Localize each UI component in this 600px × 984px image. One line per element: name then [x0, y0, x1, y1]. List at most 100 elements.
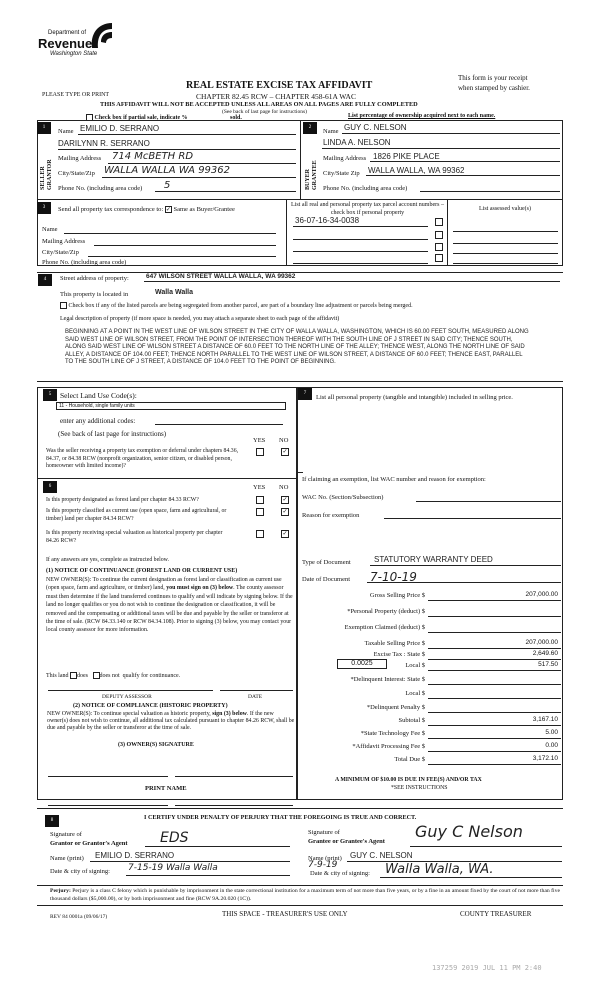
- no-header: NO: [279, 437, 289, 444]
- notice2-bold: sign (3) below: [212, 711, 247, 717]
- street-address[interactable]: 647 WILSON STREET WALLA WALLA, WA 99362: [146, 273, 296, 280]
- form-revision: REV 84 0001a (09/06/17): [50, 914, 108, 920]
- grantee-signature[interactable]: Guy C Nelson: [415, 822, 523, 841]
- assessor-date-field[interactable]: [220, 690, 293, 691]
- exemption-no-checkbox[interactable]: ✓: [281, 448, 289, 456]
- section-number: 2: [303, 122, 317, 134]
- seller-mailing[interactable]: 714 McBETH RD: [112, 151, 194, 162]
- date-label: DATE: [248, 694, 263, 700]
- amount-field[interactable]: [428, 764, 561, 765]
- section-number: 3: [37, 202, 51, 214]
- does-not-checkbox[interactable]: [92, 672, 100, 679]
- amount-value: 207,000.00: [525, 591, 558, 598]
- buyer-mailing-label: Mailing Address: [323, 155, 367, 162]
- deputy-assessor-field[interactable]: [48, 690, 213, 691]
- amount-field[interactable]: [428, 670, 561, 671]
- personal-property-checkbox[interactable]: [435, 218, 443, 226]
- historic-no-checkbox[interactable]: ✓: [281, 530, 289, 538]
- grantor-sig-label: Signature of: [50, 831, 82, 838]
- amount-value: 517.50: [538, 661, 558, 668]
- current-use-yes-checkbox[interactable]: [256, 508, 264, 516]
- grantee-city[interactable]: Walla Walla, WA.: [385, 862, 494, 877]
- perjury-text: Perjury is a class C felony which is pun…: [50, 888, 561, 902]
- assessed-value-field[interactable]: [453, 263, 558, 264]
- amount-field[interactable]: [428, 725, 561, 726]
- additional-codes-field[interactable]: [155, 424, 283, 425]
- seller-phone[interactable]: 5: [164, 180, 171, 191]
- parcel-number[interactable]: 36-07-16-34-0038: [295, 216, 360, 225]
- corr-mailing-field[interactable]: [94, 245, 276, 246]
- correspondence-label: Send all property tax correspondence to:…: [58, 206, 235, 214]
- local-rate: 0.0025: [351, 660, 373, 667]
- owner-signature-field[interactable]: [48, 776, 168, 777]
- buyer-city[interactable]: WALLA WALLA, WA 99362: [368, 166, 465, 175]
- personal-property-checkbox[interactable]: [435, 254, 443, 262]
- personal-property-checkbox[interactable]: [435, 231, 443, 239]
- amount-field[interactable]: [428, 600, 561, 601]
- doc-date-value[interactable]: 7-10-19: [370, 570, 417, 584]
- assessed-value-field[interactable]: [453, 231, 558, 232]
- segregated-option[interactable]: Check box if any of the listed parcels a…: [60, 302, 413, 309]
- grantor-date-city[interactable]: 7-15-19 Walla Walla: [128, 863, 218, 873]
- grantee-date[interactable]: 7-9-19: [308, 860, 338, 870]
- same-as-buyer-checkbox[interactable]: ✓: [164, 206, 172, 214]
- amount-field[interactable]: [428, 751, 561, 752]
- owner-signature-field[interactable]: [175, 776, 293, 777]
- legal-description[interactable]: BEGINNING AT A POINT IN THE WEST LINE OF…: [65, 329, 529, 366]
- amount-field[interactable]: [428, 712, 561, 713]
- wac-label: WAC No. (Section/Subsection): [302, 494, 384, 501]
- see-instructions: *SEE INSTRUCTIONS: [391, 785, 448, 791]
- reason-field[interactable]: [384, 518, 561, 519]
- historic-yes-checkbox[interactable]: [256, 530, 264, 538]
- exemption-yes-checkbox[interactable]: [256, 448, 264, 456]
- see-back: (See back of last page for instructions): [222, 109, 307, 115]
- notice2-text: NEW OWNER(S): To continue special valuat…: [47, 711, 295, 732]
- amount-value: 3,172.10: [532, 755, 558, 762]
- wac-field[interactable]: [416, 501, 561, 502]
- assessed-value-field[interactable]: [453, 243, 558, 244]
- amount-field[interactable]: [428, 632, 561, 633]
- street-label: Street address of property:: [60, 275, 129, 282]
- buyer-name2[interactable]: LINDA A. NELSON: [323, 138, 391, 147]
- seller-city[interactable]: WALLA WALLA WA 99362: [104, 165, 231, 176]
- corr-city-field[interactable]: [88, 256, 276, 257]
- grantee-name[interactable]: GUY C. NELSON: [350, 851, 413, 860]
- buyer-mailing[interactable]: 1826 PIKE PLACE: [373, 152, 440, 161]
- amount-field[interactable]: [428, 648, 561, 649]
- print-name-field[interactable]: [175, 805, 293, 806]
- amount-field[interactable]: [428, 616, 561, 617]
- print-name-field[interactable]: [48, 805, 168, 806]
- buyer-name1[interactable]: GUY C. NELSON: [344, 123, 407, 132]
- grantor-name[interactable]: EMILIO D. SERRANO: [95, 851, 175, 860]
- amount-field[interactable]: [428, 698, 561, 699]
- segregated-checkbox[interactable]: [60, 302, 67, 309]
- warning: THIS AFFIDAVIT WILL NOT BE ACCEPTED UNLE…: [100, 101, 418, 108]
- assessed-value-field[interactable]: [453, 253, 558, 254]
- grantor-signature[interactable]: EDS: [160, 830, 189, 846]
- does-checkbox[interactable]: [70, 672, 77, 679]
- section-number: 4: [38, 274, 52, 286]
- amount-label: Gross Selling Price $: [369, 592, 425, 599]
- personal-property-checkbox[interactable]: [435, 243, 443, 251]
- amount-field[interactable]: [428, 684, 561, 685]
- land-use-code-select[interactable]: 11 - Household, single family units: [56, 402, 286, 410]
- seller-name2[interactable]: DARILYNN R. SERRANO: [58, 139, 150, 148]
- forest-yes-checkbox[interactable]: [256, 496, 264, 504]
- amount-label: *Personal Property (deduct) $: [347, 608, 425, 615]
- located-value[interactable]: Walla Walla: [155, 289, 193, 296]
- seller-name1[interactable]: EMILIO D. SERRANO: [80, 124, 160, 133]
- local-rate-box[interactable]: 0.0025: [337, 659, 387, 669]
- notice1-bold: you must sign on (3) below: [166, 585, 234, 592]
- perjury-note: Perjury: Perjury is a class C felony whi…: [50, 888, 562, 903]
- personal-property-label: List all personal property (tangible and…: [316, 394, 513, 401]
- corr-mailing-label: Mailing Address: [42, 238, 86, 245]
- yes-header: YES: [253, 437, 266, 444]
- current-use-no-checkbox[interactable]: ✓: [281, 508, 289, 516]
- notice2-title: (2) NOTICE OF COMPLIANCE (HISTORIC PROPE…: [73, 703, 228, 709]
- amount-label: Subtotal $: [398, 717, 425, 724]
- corr-name-field[interactable]: [64, 233, 276, 234]
- doc-type-value[interactable]: STATUTORY WARRANTY DEED: [374, 555, 493, 564]
- amount-field[interactable]: [428, 738, 561, 739]
- forest-no-checkbox[interactable]: ✓: [281, 496, 289, 504]
- amount-field[interactable]: [428, 659, 561, 660]
